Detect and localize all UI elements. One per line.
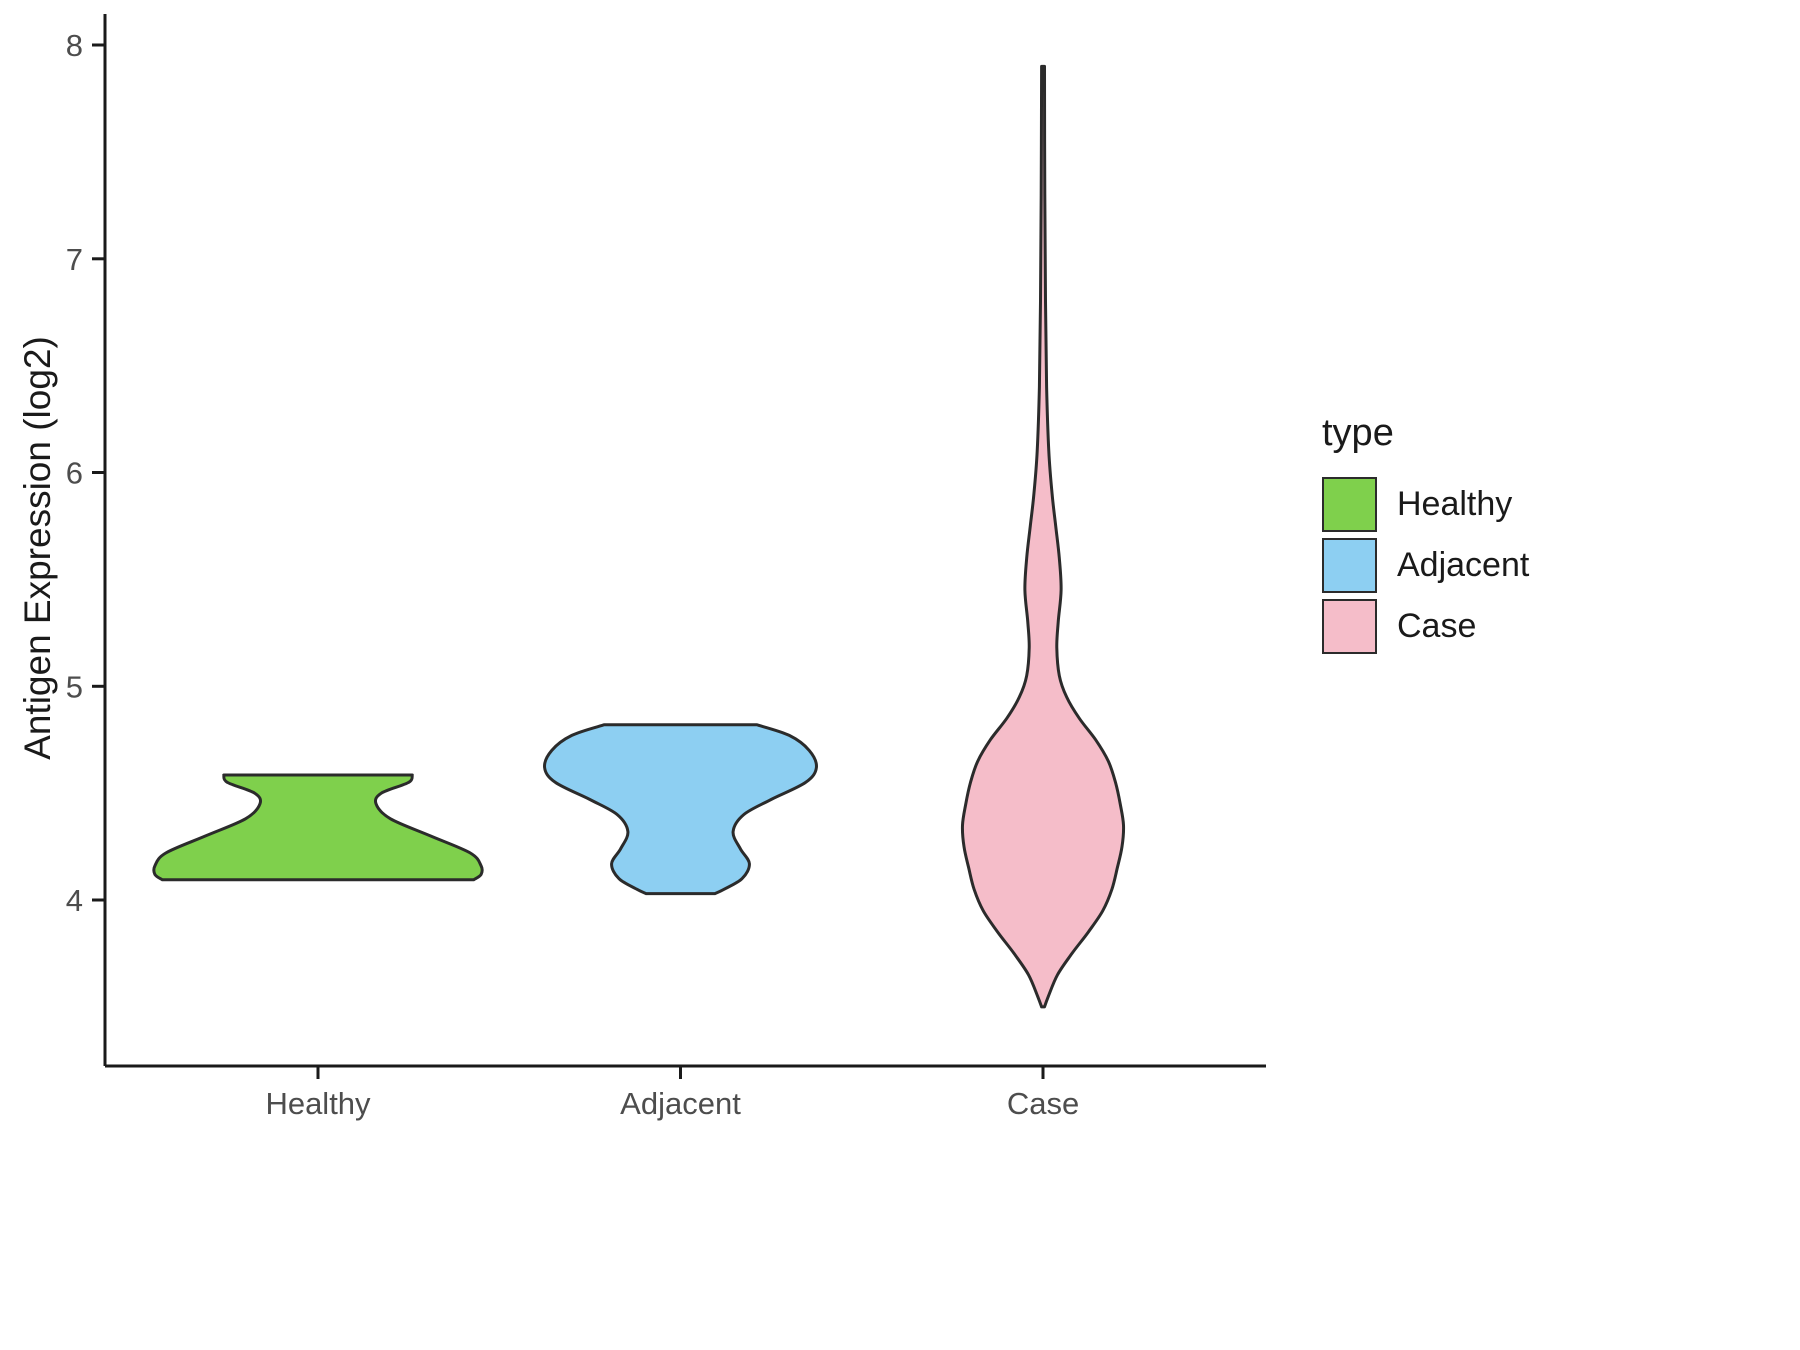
x-axis-label-healthy: Healthy (265, 1086, 371, 1121)
legend-label: Case (1397, 607, 1477, 645)
y-tick-label: 6 (66, 456, 83, 491)
legend-swatch-healthy-icon (1322, 477, 1377, 532)
y-tick-label: 7 (66, 242, 83, 277)
y-tick-label: 4 (66, 883, 83, 918)
legend-item-case: Case (1322, 599, 1529, 654)
legend: type Healthy Adjacent Case (1322, 412, 1529, 660)
violin-healthy (152, 773, 484, 882)
legend-items: Healthy Adjacent Case (1322, 477, 1529, 654)
legend-swatch-adjacent-icon (1322, 538, 1377, 593)
legend-title: type (1322, 412, 1394, 454)
legend-item-healthy: Healthy (1322, 477, 1529, 532)
legend-label: Adjacent (1397, 546, 1530, 584)
violin-case (960, 64, 1126, 1009)
legend-label: Healthy (1397, 485, 1513, 523)
legend-swatch-case-icon (1322, 599, 1377, 654)
y-tick-label: 8 (66, 28, 83, 63)
x-axis-label-adjacent: Adjacent (620, 1086, 741, 1121)
x-axis-label-case: Case (1007, 1086, 1079, 1121)
y-axis-title: Antigen Expression (log2) (17, 336, 58, 760)
y-tick-label: 5 (66, 669, 83, 704)
violin-adjacent (543, 723, 818, 896)
legend-item-adjacent: Adjacent (1322, 538, 1529, 593)
